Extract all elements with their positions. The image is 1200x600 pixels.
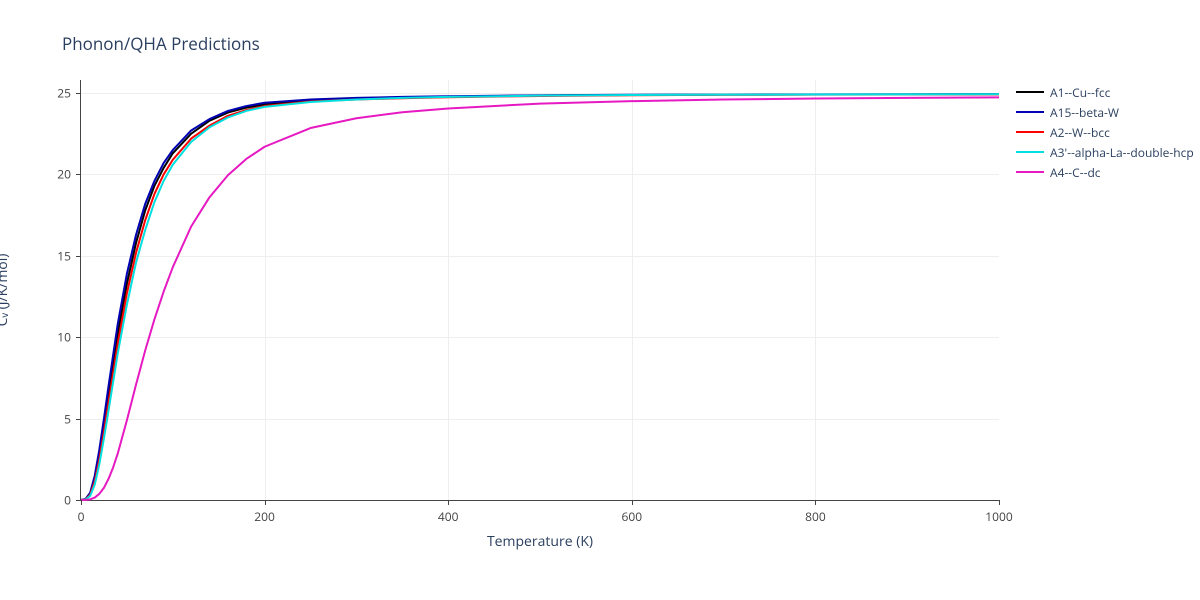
series-line[interactable]	[81, 94, 999, 500]
legend-label: A15--beta-W	[1050, 104, 1119, 121]
y-tick-label: 5	[64, 410, 71, 427]
chart-title: Phonon/QHA Predictions	[62, 32, 260, 55]
legend-item[interactable]: A1--Cu--fcc	[1016, 82, 1194, 102]
x-tick-mark	[999, 500, 1000, 505]
x-tick-label: 0	[78, 508, 85, 525]
y-tick-mark	[76, 256, 81, 257]
legend-label: A2--W--bcc	[1050, 124, 1110, 141]
y-tick-label: 10	[57, 329, 71, 346]
y-tick-label: 20	[57, 166, 71, 183]
x-axis-label: Temperature (K)	[487, 532, 593, 551]
y-tick-label: 25	[57, 85, 71, 102]
x-tick-label: 600	[622, 508, 643, 525]
legend-swatch	[1016, 111, 1044, 113]
y-tick-mark	[76, 93, 81, 94]
y-axis-label: Cᵥ (J/K/mol)	[0, 254, 12, 327]
y-tick-mark	[76, 337, 81, 338]
x-tick-label: 800	[805, 508, 826, 525]
legend-swatch	[1016, 91, 1044, 93]
legend-label: A3'--alpha-La--double-hcp	[1050, 144, 1194, 161]
legend-item[interactable]: A3'--alpha-La--double-hcp	[1016, 142, 1194, 162]
plot-area[interactable]: Temperature (K) Cᵥ (J/K/mol) 02004006008…	[80, 80, 999, 501]
y-tick-mark	[76, 419, 81, 420]
legend-item[interactable]: A4--C--dc	[1016, 162, 1194, 182]
x-tick-mark	[265, 500, 266, 505]
x-tick-mark	[81, 500, 82, 505]
legend-swatch	[1016, 131, 1044, 133]
x-tick-label: 400	[438, 508, 459, 525]
y-tick-label: 0	[64, 492, 71, 509]
series-line[interactable]	[81, 94, 999, 500]
x-tick-label: 200	[254, 508, 275, 525]
legend-item[interactable]: A15--beta-W	[1016, 102, 1194, 122]
series-line[interactable]	[81, 97, 999, 500]
y-tick-mark	[76, 500, 81, 501]
x-tick-mark	[632, 500, 633, 505]
x-tick-mark	[448, 500, 449, 505]
legend-item[interactable]: A2--W--bcc	[1016, 122, 1194, 142]
legend-swatch	[1016, 171, 1044, 173]
chart-root: Phonon/QHA Predictions Temperature (K) C…	[0, 0, 1200, 600]
x-tick-label: 1000	[985, 508, 1012, 525]
legend-label: A4--C--dc	[1050, 164, 1101, 181]
legend-label: A1--Cu--fcc	[1050, 84, 1110, 101]
series-line[interactable]	[81, 94, 999, 500]
legend[interactable]: A1--Cu--fcc A15--beta-W A2--W--bcc A3'--alp…	[1016, 82, 1194, 182]
series-line[interactable]	[81, 94, 999, 500]
y-tick-mark	[76, 174, 81, 175]
y-tick-label: 15	[57, 247, 71, 264]
legend-swatch	[1016, 151, 1044, 153]
line-canvas	[81, 80, 999, 500]
x-tick-mark	[815, 500, 816, 505]
